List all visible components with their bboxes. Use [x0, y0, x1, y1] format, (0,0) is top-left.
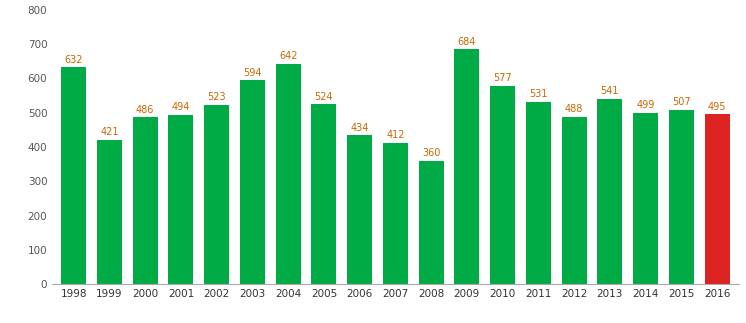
Bar [454, 49, 480, 284]
Text: 523: 523 [207, 92, 226, 102]
Text: 541: 541 [601, 86, 619, 96]
Text: 434: 434 [351, 122, 369, 132]
Bar [204, 105, 229, 284]
Text: 499: 499 [636, 100, 655, 110]
Bar [383, 143, 408, 284]
Text: 360: 360 [422, 148, 440, 158]
Text: 642: 642 [279, 51, 298, 61]
Text: 524: 524 [315, 92, 333, 102]
Text: 531: 531 [529, 89, 548, 99]
Bar [490, 86, 515, 284]
Bar [347, 135, 372, 284]
Text: 577: 577 [493, 73, 512, 83]
Bar [598, 99, 622, 284]
Bar [311, 104, 336, 284]
Text: 486: 486 [136, 105, 154, 115]
Text: 488: 488 [565, 104, 583, 114]
Bar [704, 114, 730, 284]
Text: 507: 507 [672, 98, 691, 108]
Text: 494: 494 [172, 102, 190, 112]
Bar [133, 118, 157, 284]
Text: 421: 421 [100, 127, 119, 137]
Text: 684: 684 [458, 37, 476, 47]
Text: 632: 632 [64, 55, 83, 65]
Bar [240, 80, 265, 284]
Text: 495: 495 [708, 102, 727, 112]
Text: 412: 412 [386, 130, 404, 140]
Bar [169, 115, 193, 284]
Bar [419, 161, 444, 284]
Text: 594: 594 [243, 68, 262, 78]
Bar [97, 140, 122, 284]
Bar [669, 110, 694, 284]
Bar [562, 117, 586, 284]
Bar [275, 64, 301, 284]
Bar [633, 113, 658, 284]
Bar [526, 102, 551, 284]
Bar [61, 67, 87, 284]
